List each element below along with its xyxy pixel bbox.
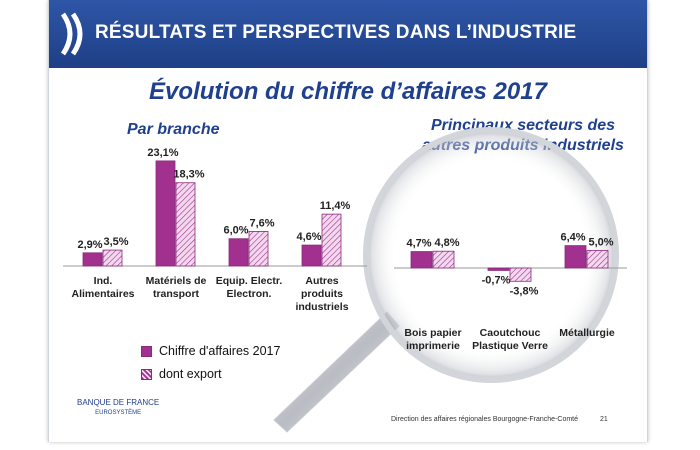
data-label: 5,0% — [588, 237, 613, 249]
legend-swatch-hatched — [141, 368, 152, 380]
data-label: 3,5% — [103, 236, 128, 248]
category-label: Bois papier — [404, 327, 461, 339]
category-label: imprimerie — [406, 340, 460, 352]
header-title: RÉSULTATS ET PERSPECTIVES DANS L’INDUSTR… — [95, 22, 577, 43]
bar-chiffre-affaires — [301, 244, 322, 267]
footer-logo: BANQUE DE FRANCE EUROSYSTÈME — [77, 398, 159, 418]
category-label: Autres — [305, 275, 338, 287]
legend-item-ca: Chiffre d'affaires 2017 — [141, 344, 280, 358]
category-label: Caoutchouc — [480, 327, 541, 339]
bar-dont-export — [509, 267, 532, 282]
page-number: 21 — [600, 416, 608, 423]
bar-chiffre-affaires — [228, 238, 249, 267]
bar-dont-export — [175, 182, 196, 267]
data-label: 11,4% — [320, 200, 351, 212]
category-label: Plastique Verre — [472, 340, 548, 352]
category-label: Electron. — [227, 288, 272, 300]
bar-dont-export — [102, 249, 123, 267]
category-label: produits — [301, 288, 343, 300]
main-title: Évolution du chiffre d’affaires 2017 — [149, 78, 547, 105]
legend-item-export: dont export — [141, 367, 222, 381]
data-label: 4,7% — [406, 238, 431, 250]
footer-text: Direction des affaires régionales Bourgo… — [391, 416, 579, 423]
bar-dont-export — [248, 231, 269, 267]
bar-chiffre-affaires — [155, 160, 176, 267]
data-label: 7,6% — [249, 217, 274, 229]
logo-line: EUROSYSTÈME — [95, 410, 142, 416]
legend-label: Chiffre d'affaires 2017 — [159, 344, 281, 358]
bar-chiffre-affaires — [82, 252, 103, 267]
data-label: 23,1% — [147, 147, 178, 159]
legend-label: dont export — [159, 367, 222, 381]
bar-dont-export — [432, 250, 455, 269]
data-label: 2,9% — [77, 239, 102, 251]
bar-dont-export — [321, 213, 342, 267]
bar-chiffre-affaires — [487, 267, 510, 271]
subtitle-left: Par branche — [127, 121, 220, 138]
slide-header: RÉSULTATS ET PERSPECTIVES DANS L’INDUSTR… — [49, 0, 647, 68]
data-label: 4,8% — [434, 237, 459, 249]
slide: RÉSULTATS ET PERSPECTIVES DANS L’INDUSTR… — [48, 0, 648, 442]
bar-chiffre-affaires — [564, 245, 587, 269]
data-label: 6,4% — [560, 232, 585, 244]
chevron-logo-icon — [60, 12, 83, 56]
category-label: industriels — [295, 301, 348, 313]
legend-swatch-solid — [141, 345, 152, 357]
data-label: 4,6% — [296, 231, 321, 243]
category-label: Matériels de — [146, 275, 207, 287]
bar-chiffre-affaires — [410, 251, 433, 269]
data-label: 6,0% — [223, 225, 248, 237]
charts-area: 2,9% 3,5% Ind.Alimentaires 23,1% 18,3% Matéri… — [63, 127, 627, 433]
magnifier-icon — [273, 127, 619, 433]
logo-line: BANQUE DE FRANCE — [77, 398, 160, 407]
bar-dont-export — [586, 250, 609, 269]
category-label: Alimentaires — [71, 288, 134, 300]
chart-left: 2,9% 3,5% Ind.Alimentaires 23,1% 18,3% Matéri… — [63, 147, 367, 313]
category-label: Ind. — [94, 275, 113, 287]
data-label: -0,7% — [482, 274, 511, 286]
category-label: Métallurgie — [559, 327, 615, 339]
data-label: 18,3% — [173, 169, 204, 181]
category-label: transport — [153, 288, 200, 300]
data-label: -3,8% — [510, 285, 539, 297]
category-label: Equip. Electr. — [216, 275, 283, 287]
